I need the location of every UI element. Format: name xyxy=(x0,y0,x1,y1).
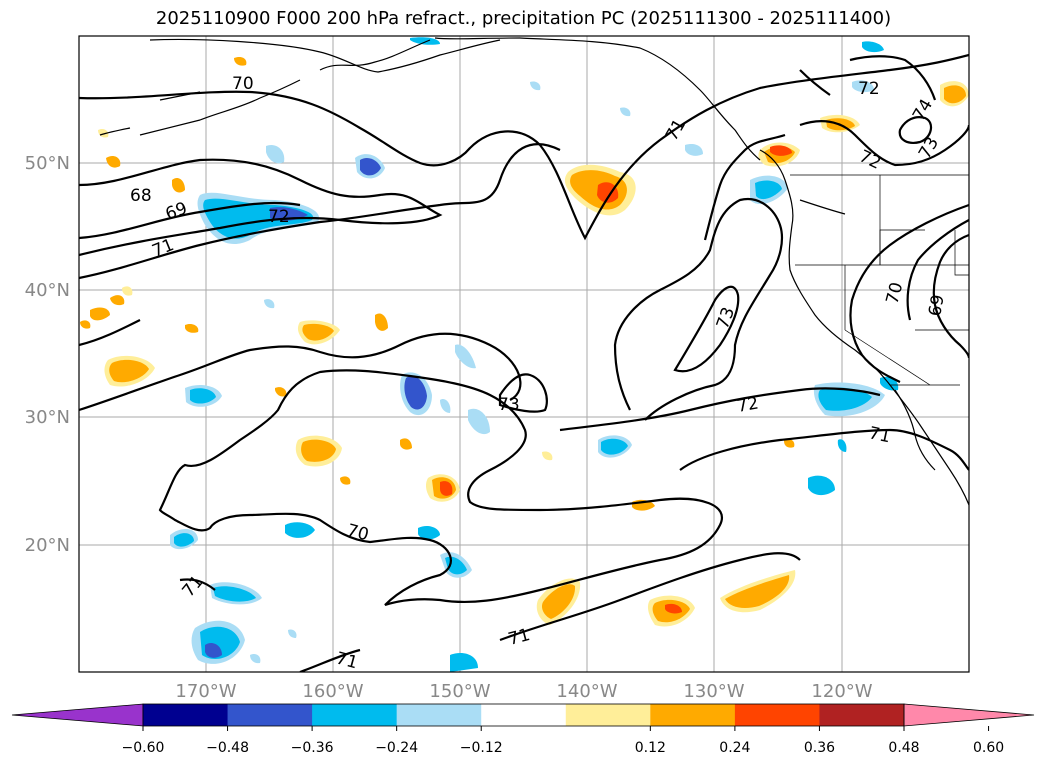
colorbar-tick-label: 0.36 xyxy=(804,740,835,756)
positive-anomaly-patches xyxy=(80,56,969,627)
contour-label: 68 xyxy=(130,186,152,206)
lon-label: 140°W xyxy=(556,681,617,702)
lat-label: 40°N xyxy=(25,280,70,301)
longitude-labels: 170°W 160°W 150°W 140°W 130°W 120°W xyxy=(175,681,872,702)
map-plot-area: 70 68 69 71 72 71 72 73 72 74 73 73 70 6… xyxy=(79,36,969,674)
lon-label: 150°W xyxy=(429,681,490,702)
colorbar-frame xyxy=(142,703,905,727)
colorbar: −0.60 −0.48 −0.36 −0.24 −0.12 0.12 0.24 0.36 0.4… xyxy=(11,703,1035,756)
colorbar-segment xyxy=(565,704,651,726)
colorbar-segments xyxy=(11,703,1035,727)
colorbar-tick-label: −0.48 xyxy=(206,740,249,756)
colorbar-tick-label: −0.12 xyxy=(460,740,503,756)
coastlines xyxy=(99,37,969,506)
lon-label: 130°W xyxy=(683,681,744,702)
graticule xyxy=(79,36,969,672)
colorbar-segment xyxy=(396,704,482,726)
colorbar-tick-label: 0.60 xyxy=(973,740,1004,756)
contour-label: 70 xyxy=(232,74,254,94)
contour-label: 72 xyxy=(268,207,290,227)
colorbar-tick-label: 0.12 xyxy=(635,740,666,756)
colorbar-tick-label: −0.24 xyxy=(375,740,418,756)
political-borders xyxy=(790,174,969,386)
lat-label: 20°N xyxy=(25,535,70,556)
colorbar-segment xyxy=(143,704,229,726)
colorbar-segment xyxy=(819,704,905,726)
contour-label: 73 xyxy=(498,395,520,415)
precip-anomaly-shading xyxy=(80,37,969,672)
colorbar-tick-label: 0.24 xyxy=(719,740,750,756)
contour-label: 69 xyxy=(925,293,948,318)
lat-label: 50°N xyxy=(25,153,70,174)
negative-anomaly-patches xyxy=(170,37,899,672)
contour-label: 72 xyxy=(858,79,880,99)
colorbar-extension-high xyxy=(903,703,1035,727)
colorbar-tick-label: −0.60 xyxy=(122,740,165,756)
colorbar-segment xyxy=(734,704,820,726)
contour-label: 71 xyxy=(867,423,892,447)
lon-label: 160°W xyxy=(302,681,363,702)
map-title: 2025110900 F000 200 hPa refract., precip… xyxy=(155,8,892,29)
lat-label: 30°N xyxy=(25,407,70,428)
colorbar-segment xyxy=(312,704,398,726)
colorbar-tick-label: −0.36 xyxy=(291,740,334,756)
colorbar-segment xyxy=(227,704,313,726)
refractivity-contours xyxy=(79,53,969,672)
latitude-labels: 50°N 40°N 30°N 20°N xyxy=(25,153,70,556)
lon-label: 120°W xyxy=(811,681,872,702)
colorbar-tick-label: 0.48 xyxy=(888,740,919,756)
lon-label: 170°W xyxy=(175,681,236,702)
colorbar-extension-low xyxy=(11,703,144,727)
contour-label: 72 xyxy=(735,393,760,416)
contour-label: 71 xyxy=(334,649,360,674)
colorbar-ticks: −0.60 −0.48 −0.36 −0.24 −0.12 0.12 0.24 0.36 0.4… xyxy=(122,726,1004,756)
colorbar-segment xyxy=(650,704,736,726)
map-frame xyxy=(78,35,970,673)
colorbar-segment xyxy=(481,704,567,726)
